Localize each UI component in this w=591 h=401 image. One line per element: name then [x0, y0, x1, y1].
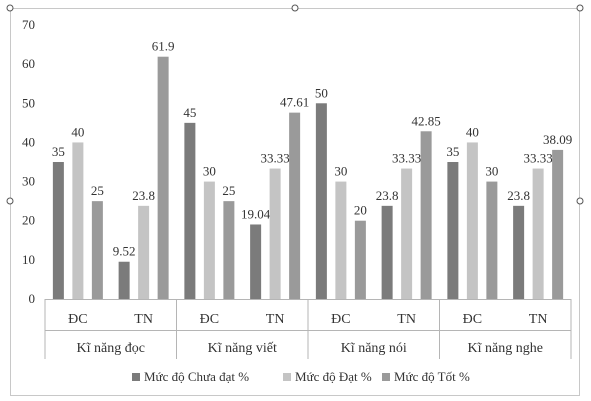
frame-handle-top-center [291, 4, 299, 12]
bar [447, 162, 459, 299]
data-label: 42.85 [412, 113, 441, 128]
subcategory-label: ĐC [68, 312, 87, 327]
bar [335, 181, 347, 299]
bar [52, 162, 64, 299]
data-label: 50 [315, 85, 328, 100]
data-label: 30 [334, 164, 347, 179]
y-tick-label: 10 [22, 252, 35, 267]
data-label: 35 [446, 144, 459, 159]
group-label: Kĩ năng nói [341, 341, 407, 356]
bar [184, 122, 196, 299]
data-label: 47.61 [280, 95, 309, 110]
data-label: 23.8 [376, 188, 399, 203]
data-label: 40 [466, 124, 479, 139]
bar [354, 220, 366, 299]
legend-label: Mức độ Chưa đạt % [144, 369, 249, 384]
bar [513, 205, 525, 299]
y-tick-label: 40 [22, 134, 35, 149]
bar [552, 149, 564, 299]
subcategory-label: TN [529, 312, 548, 327]
subcategory-label: ĐC [331, 312, 350, 327]
data-label: 33.33 [524, 151, 553, 166]
data-label: 23.8 [507, 188, 530, 203]
subcategory-label: TN [266, 312, 285, 327]
data-label: 40 [71, 124, 84, 139]
data-label: 33.33 [261, 151, 290, 166]
frame-handle-top-right [576, 4, 584, 12]
bar [157, 56, 169, 299]
frame-handle-middle-right [576, 197, 584, 205]
data-label: 23.8 [132, 188, 155, 203]
data-label: 25 [222, 183, 235, 198]
y-tick-label: 50 [22, 95, 35, 110]
data-label: 33.33 [392, 151, 421, 166]
y-tick-label: 70 [22, 17, 35, 32]
bar [91, 201, 103, 299]
data-label: 45 [183, 105, 196, 120]
data-label: 19.04 [241, 206, 271, 221]
y-tick-label: 60 [22, 56, 35, 71]
bar [466, 142, 478, 299]
group-label: Kĩ năng đọc [77, 341, 145, 356]
data-label: 25 [91, 183, 104, 198]
data-label: 30 [485, 164, 498, 179]
y-tick-label: 30 [22, 174, 35, 189]
legend-swatch [382, 373, 390, 381]
group-label: Kĩ năng nghe [468, 341, 543, 356]
bar [250, 224, 262, 299]
data-label: 38.09 [543, 132, 572, 147]
data-label: 30 [203, 164, 216, 179]
subcategory-label: TN [134, 312, 153, 327]
data-label: 35 [52, 144, 65, 159]
bar [138, 205, 150, 299]
legend-swatch [132, 373, 140, 381]
subcategory-label: ĐC [463, 312, 482, 327]
y-tick-label: 0 [29, 291, 36, 306]
bar [118, 261, 130, 299]
bar [532, 168, 544, 299]
bar [223, 201, 235, 299]
data-label: 9.52 [113, 244, 136, 259]
subcategory-label: TN [397, 312, 416, 327]
bar [269, 168, 281, 299]
legend-swatch [283, 373, 291, 381]
group-label: Kĩ năng viết [208, 341, 277, 356]
bar [203, 181, 215, 299]
legend-label: Mức độ Đạt % [295, 369, 372, 384]
frame-handle-middle-left [6, 197, 14, 205]
subcategory-label: ĐC [200, 312, 219, 327]
bar [486, 181, 498, 299]
legend: Mức độ Chưa đạt % Mức độ Đạt % Mức độ Tốt … [132, 369, 470, 384]
data-label: 61.9 [152, 39, 175, 54]
y-tick-label: 20 [22, 213, 35, 228]
frame-handle-top-left [6, 4, 14, 12]
legend-label: Mức độ Tốt % [394, 369, 470, 384]
bar [289, 112, 301, 299]
bar [420, 131, 432, 299]
bar [315, 103, 327, 300]
data-label: 20 [354, 203, 367, 218]
plot-area: 0 10 20 30 40 50 60 70 35 40 25 ĐC 9.52 23.8 61.9 TN Kĩ … [22, 17, 572, 359]
bar [72, 142, 84, 299]
bar [401, 168, 413, 299]
bar [381, 205, 393, 299]
